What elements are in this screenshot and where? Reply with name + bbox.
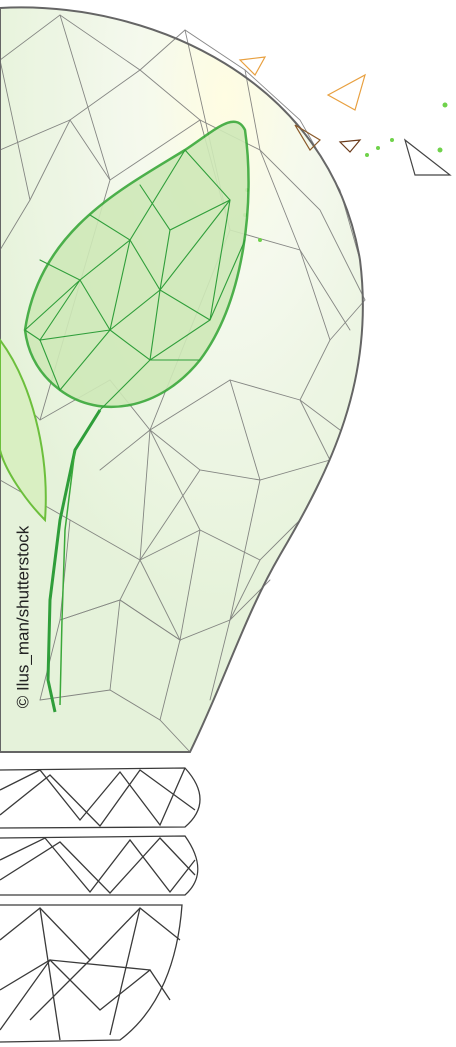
spark-mesh	[238, 56, 452, 176]
base	[0, 767, 201, 1043]
leaf-stem-2	[59, 449, 76, 706]
left-leaf	[0, 338, 47, 523]
leaf	[23, 120, 250, 409]
leaf-mesh	[24, 149, 246, 411]
image-credit: © Ilus_man/shutterstock	[13, 525, 32, 708]
leaf-stem	[46, 409, 102, 713]
